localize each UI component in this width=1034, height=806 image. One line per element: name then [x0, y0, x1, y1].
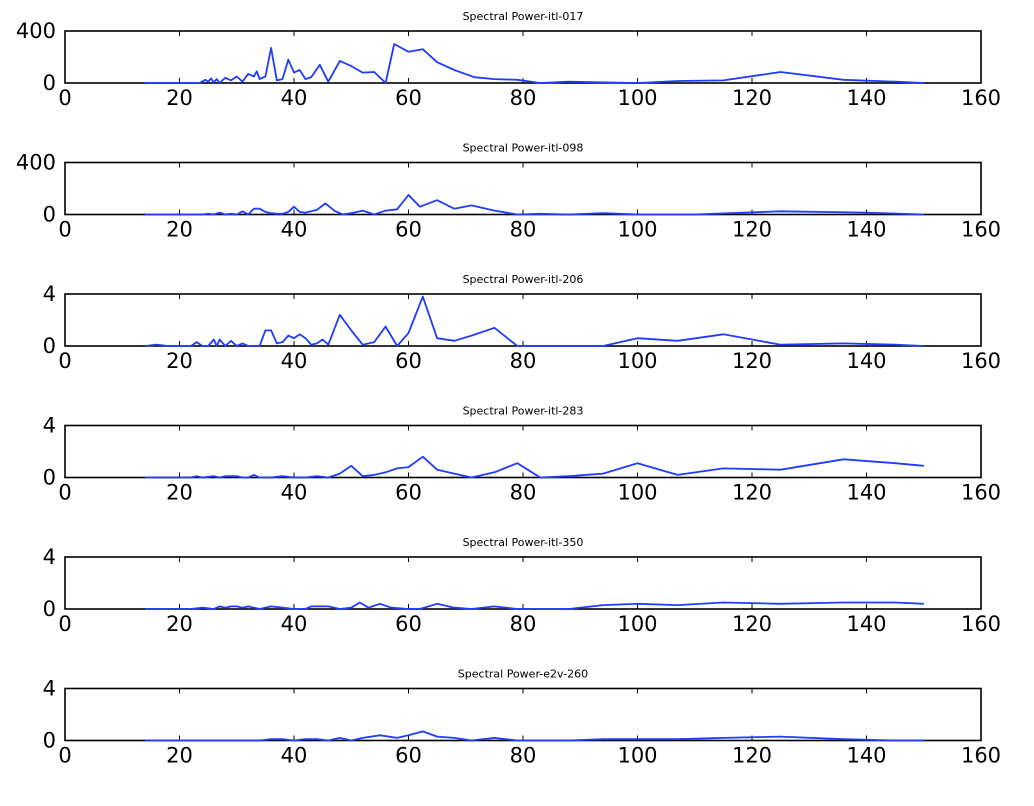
x-tick-label: 160	[961, 349, 1001, 373]
y-tick-label: 0	[43, 334, 56, 358]
chart-panel: Spectral Power-itl-098 0 20 40 60 80 100 120 140…	[16, 142, 1001, 242]
x-tick-label: 120	[732, 218, 772, 242]
x-tick-label: 60	[395, 481, 422, 505]
panel-title: Spectral Power-itl-350	[463, 536, 584, 549]
panel-title: Spectral Power-itl-206	[463, 273, 584, 286]
axes-frame	[64, 293, 982, 347]
y-tick-label: 4	[43, 545, 56, 569]
x-tick-label: 40	[281, 218, 308, 242]
x-tick-label: 80	[510, 349, 537, 373]
x-tick-label: 100	[617, 218, 657, 242]
x-tick-label: 80	[510, 481, 537, 505]
x-tick-label: 120	[732, 744, 772, 768]
x-tick-label: 80	[510, 218, 537, 242]
x-tick-label: 100	[617, 481, 657, 505]
series-line	[145, 455, 924, 479]
y-tick-label: 0	[43, 597, 56, 621]
y-tick-label: 4	[43, 414, 56, 438]
x-tick-label: 40	[281, 86, 308, 110]
x-tick-label: 60	[395, 218, 422, 242]
x-tick-label: 140	[846, 612, 886, 636]
x-tick-label: 60	[395, 349, 422, 373]
panel-title: Spectral Power-itl-098	[463, 142, 584, 155]
x-tick-label: 140	[846, 86, 886, 110]
x-tick-label: 60	[395, 744, 422, 768]
panel-title: Spectral Power-itl-283	[463, 405, 584, 418]
x-tick-label: 0	[58, 744, 71, 768]
series-line	[145, 601, 924, 610]
x-tick-label: 40	[281, 481, 308, 505]
x-tick-label: 20	[166, 481, 193, 505]
series-line	[145, 730, 924, 742]
series-line	[145, 43, 924, 84]
x-tick-label: 160	[961, 86, 1001, 110]
x-tick-label: 100	[617, 349, 657, 373]
x-tick-label: 140	[846, 744, 886, 768]
y-tick-label: 4	[43, 677, 56, 701]
x-tick-label: 120	[732, 612, 772, 636]
x-tick-label: 60	[395, 612, 422, 636]
x-tick-label: 80	[510, 612, 537, 636]
x-tick-label: 0	[58, 612, 71, 636]
x-tick-label: 0	[58, 218, 71, 242]
y-tick-label: 0	[43, 71, 56, 95]
x-tick-label: 40	[281, 744, 308, 768]
x-tick-label: 40	[281, 612, 308, 636]
x-tick-label: 100	[617, 86, 657, 110]
y-tick-label: 0	[43, 729, 56, 753]
y-tick-label: 400	[16, 151, 56, 175]
series-line	[145, 194, 924, 216]
axes-frame	[64, 424, 982, 479]
x-tick-label: 20	[166, 349, 193, 373]
x-tick-label: 100	[617, 744, 657, 768]
x-tick-label: 120	[732, 481, 772, 505]
axes-frame	[64, 556, 982, 610]
x-tick-label: 100	[617, 612, 657, 636]
axes-frame	[64, 687, 982, 742]
x-tick-label: 160	[961, 218, 1001, 242]
x-tick-label: 160	[961, 612, 1001, 636]
x-tick-label: 140	[846, 349, 886, 373]
x-tick-label: 20	[166, 744, 193, 768]
x-tick-label: 160	[961, 744, 1001, 768]
x-tick-label: 160	[961, 481, 1001, 505]
y-tick-label: 400	[16, 19, 56, 43]
x-tick-label: 0	[58, 481, 71, 505]
x-tick-label: 20	[166, 86, 193, 110]
panel-title: Spectral Power-itl-017	[463, 10, 584, 23]
x-tick-label: 20	[166, 218, 193, 242]
y-tick-label: 0	[43, 466, 56, 490]
x-tick-label: 140	[846, 481, 886, 505]
x-tick-label: 20	[166, 612, 193, 636]
axes-frame	[64, 30, 982, 84]
x-tick-label: 120	[732, 86, 772, 110]
series-line	[144, 295, 924, 347]
x-tick-label: 40	[281, 349, 308, 373]
x-tick-label: 80	[510, 86, 537, 110]
axes-frame	[64, 161, 982, 216]
x-tick-label: 0	[58, 86, 71, 110]
y-tick-label: 0	[43, 203, 56, 227]
x-tick-label: 60	[395, 86, 422, 110]
x-tick-label: 0	[58, 349, 71, 373]
y-tick-label: 4	[43, 282, 56, 306]
x-tick-label: 80	[510, 744, 537, 768]
chart-panel: Spectral Power-itl-017 0 20 40 60 80 100 120 140…	[16, 10, 1001, 110]
panel-title: Spectral Power-e2v-260	[458, 668, 588, 681]
x-tick-label: 120	[732, 349, 772, 373]
x-tick-label: 140	[846, 218, 886, 242]
